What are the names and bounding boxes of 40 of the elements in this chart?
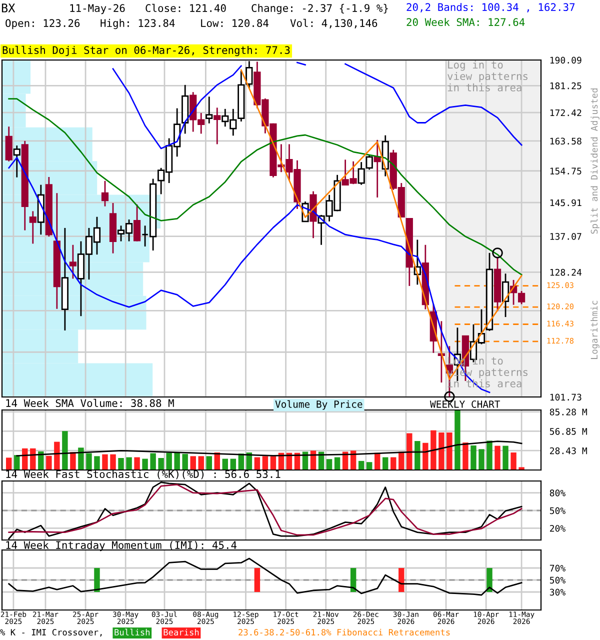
annotation: Log in to view patterns in this area bbox=[448, 60, 528, 92]
y-tick-label: 172.42 bbox=[550, 109, 582, 116]
y-tick-label: 145.91 bbox=[550, 199, 582, 206]
text: Vol: 4,130,146 bbox=[290, 18, 378, 28]
text: Logarithmic bbox=[590, 300, 600, 359]
y-tick-label: 30% bbox=[550, 588, 566, 596]
y-tick-label: 50% bbox=[550, 507, 566, 514]
y-tick-label: 154.75 bbox=[550, 168, 582, 174]
y-tick-label: 190.09 bbox=[550, 56, 582, 64]
chart-title: BX bbox=[2, 4, 16, 12]
text: Bullish Doji Star on 06-Mar-26, Strength: 77.3 bbox=[2, 46, 290, 56]
text: Open: 123.26 bbox=[6, 19, 80, 30]
y-tick-label: 101.73 bbox=[550, 394, 582, 401]
text: WEEKLY CHART bbox=[430, 400, 500, 408]
y-tick-label: 56.85 M bbox=[550, 428, 587, 435]
text: Low: 120.84 bbox=[201, 19, 268, 28]
legend-title: % K - IMI Crossover, bbox=[0, 629, 102, 637]
text: Bearish bbox=[164, 628, 199, 636]
y-tick-label: 70% bbox=[550, 564, 566, 572]
y-tick-label: 128.24 bbox=[550, 268, 582, 276]
text: 20,2 Bands: 100.34 , 162.37 bbox=[406, 2, 575, 12]
y-tick-label: 20% bbox=[550, 524, 566, 532]
text: Change: -2.37 {-1.9 %} bbox=[252, 4, 388, 14]
y-tick-label: 137.07 bbox=[550, 233, 582, 240]
y-tick-label: 50% bbox=[550, 576, 566, 584]
text: Split and Dividend Adjusted bbox=[590, 88, 600, 234]
text: 20 Week SMA: 127.64 bbox=[406, 18, 525, 26]
chart-title: 14 Week SMA Volume: 38.88 M bbox=[6, 398, 174, 408]
text: Bullish bbox=[114, 628, 150, 636]
y-tick-label: 85.28 M bbox=[550, 408, 587, 416]
y-tick-label: 181.25 bbox=[550, 82, 582, 90]
text: 23.6-38.2-50-61.8% Fibonacci Retracements bbox=[238, 628, 450, 636]
text: Close: 121.40 bbox=[146, 4, 226, 12]
text: Volume By Price bbox=[275, 400, 362, 410]
y-tick-label: 163.58 bbox=[550, 138, 582, 145]
text: 11-May-26 bbox=[70, 4, 125, 14]
chart-title: 14 Week Intraday Momentum (IMI): 45.4 bbox=[6, 540, 237, 552]
y-tick-label: 80% bbox=[550, 490, 566, 496]
y-tick-label: 28.43 M bbox=[550, 447, 587, 454]
text: High: 123.84 bbox=[100, 18, 175, 30]
